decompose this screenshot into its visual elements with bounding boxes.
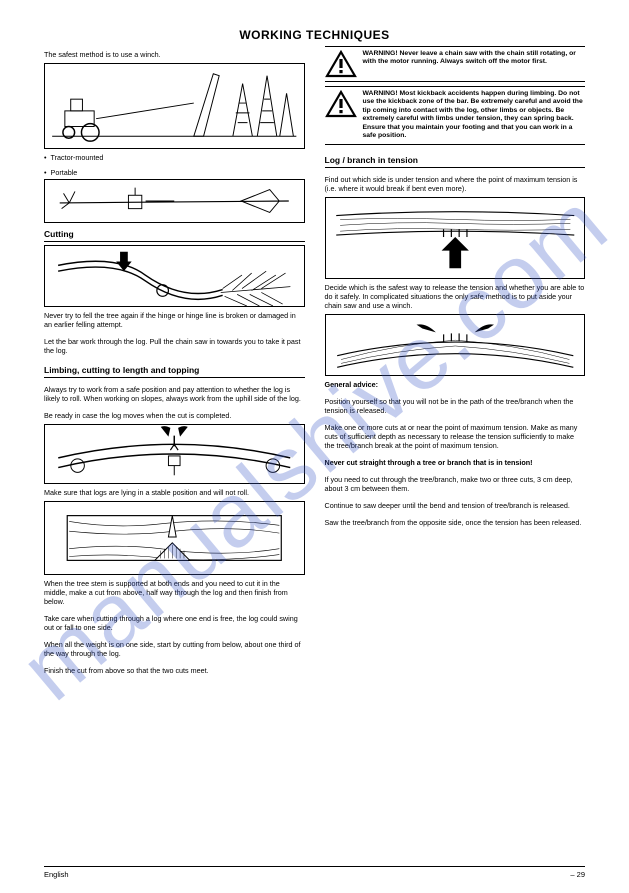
right-column: WARNING! Never leave a chain saw with th… [325,46,586,863]
right-p3-title: General advice: [325,380,586,389]
right-p8: Saw the tree/branch from the opposite si… [325,518,586,527]
content-columns: The safest method is to use a winch. •Tr… [44,46,585,863]
right-p5: Never cut straight through a tree or bra… [325,458,586,467]
illus-tension-topside [325,314,586,376]
left-p2a: Never try to fell the tree again if the … [44,311,305,329]
warning-icon [325,50,357,78]
left-p3: Always try to work from a safe position … [44,385,305,403]
illus-log-wedge-cut [44,501,305,575]
left-p5: Make sure that logs are lying in a stabl… [44,488,305,497]
right-p1: Find out which side is under tension and… [325,175,586,193]
left-p6a: When the tree stem is supported at both … [44,579,305,606]
left-p6c: When all the weight is on one side, star… [44,640,305,658]
heading-tension: Log / branch in tension [325,155,586,168]
right-p4: Make one or more cuts at or near the poi… [325,423,586,450]
right-p6: If you need to cut through the tree/bran… [325,475,586,493]
warning-box-1: WARNING! Never leave a chain saw with th… [325,46,586,82]
left-bullet-portable: •Portable [44,168,305,177]
right-p3: Position yourself so that you will not b… [325,397,586,415]
left-p2b: Let the bar work through the log. Pull t… [44,337,305,355]
warning-text-1: WARNING! Never leave a chain saw with th… [363,50,586,67]
illus-log-tension-roll [44,245,305,307]
left-p6d: Finish the cut from above so that the tw… [44,666,305,675]
illus-tractor-winch [44,63,305,149]
warning-text-2: WARNING! Most kickback accidents happen … [363,90,586,141]
left-column: The safest method is to use a winch. •Tr… [44,46,305,863]
left-bullet-tractor: •Tractor-mounted [44,153,305,162]
illus-compression-underside [325,197,586,279]
right-p7: Continue to saw deeper until the bend an… [325,501,586,510]
left-p4: Be ready in case the log moves when the … [44,411,305,420]
heading-limbing: Limbing, cutting to length and topping [44,365,305,378]
illus-log-kerf-open [44,424,305,484]
warning-icon [325,90,357,118]
right-p2: Decide which is the safest way to releas… [325,283,586,310]
footer-right: – 29 [570,870,585,879]
left-p6b: Take care when cutting through a log whe… [44,614,305,632]
page-header: WORKING TECHNIQUES [0,28,629,42]
heading-cutting: Cutting [44,229,305,242]
page-footer: English – 29 [44,866,585,879]
warning-box-2: WARNING! Most kickback accidents happen … [325,86,586,145]
footer-left: English [44,870,69,879]
left-p1: The safest method is to use a winch. [44,50,305,59]
illus-lever-hook [44,179,305,223]
